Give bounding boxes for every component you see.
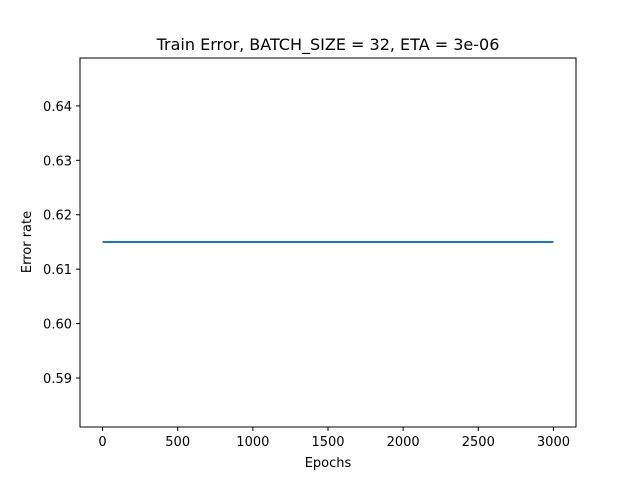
x-axis-ticks: 0 500 1000 1500 2000 2500 3000 [98,427,570,450]
plot-frame [79,57,577,428]
x-tick-label: 500 [165,435,190,450]
y-axis-ticks: 0.59 0.60 0.61 0.62 0.63 0.64 [43,100,80,387]
y-tick-label: 0.62 [43,209,72,224]
y-axis-label: Error rate [20,211,35,273]
y-tick-label: 0.63 [43,154,72,169]
x-tick-label: 3000 [537,435,570,450]
y-tick-label: 0.61 [43,263,72,278]
y-tick-label: 0.59 [43,372,72,387]
x-tick-label: 2000 [387,435,420,450]
y-tick-label: 0.64 [43,100,72,115]
x-tick-label: 1000 [236,435,269,450]
y-tick-label: 0.60 [43,318,72,333]
chart-title: Train Error, BATCH_SIZE = 32, ETA = 3e-0… [156,35,500,55]
x-tick-label: 0 [98,435,106,450]
x-tick-label: 2500 [462,435,495,450]
x-axis-label: Epochs [305,456,352,471]
x-tick-label: 1500 [311,435,344,450]
